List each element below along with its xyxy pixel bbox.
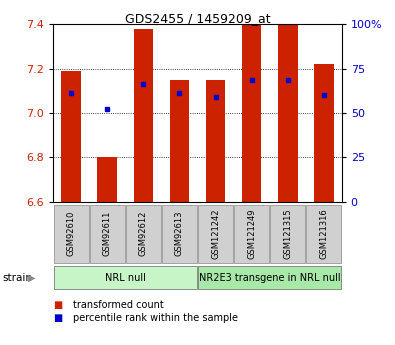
Bar (169, 80, 189, 202)
Bar (134, 29, 153, 202)
Bar (242, 24, 261, 202)
Bar (206, 80, 226, 202)
Text: percentile rank within the sample: percentile rank within the sample (73, 313, 238, 323)
Bar (62, 71, 81, 202)
Text: ▶: ▶ (28, 273, 36, 283)
Bar (198, 205, 233, 263)
Bar (53, 266, 198, 289)
Bar (126, 205, 161, 263)
Text: strain: strain (2, 273, 32, 283)
Bar (53, 205, 89, 263)
Text: NR2E3 transgene in NRL null: NR2E3 transgene in NRL null (199, 273, 340, 283)
Bar (234, 205, 269, 263)
Text: ■: ■ (53, 300, 62, 310)
Bar (162, 205, 198, 263)
Text: GSM121242: GSM121242 (211, 208, 220, 259)
Bar (98, 157, 117, 202)
Bar (90, 205, 125, 263)
Bar (278, 24, 297, 202)
Text: GSM121249: GSM121249 (247, 208, 256, 259)
Text: GSM92612: GSM92612 (139, 211, 148, 256)
Text: GSM92611: GSM92611 (103, 211, 112, 256)
Text: GSM121316: GSM121316 (319, 208, 328, 259)
Bar (198, 266, 342, 289)
Bar (314, 64, 333, 202)
Bar (270, 205, 305, 263)
Text: NRL null: NRL null (105, 273, 146, 283)
Text: GSM121315: GSM121315 (283, 208, 292, 259)
Text: GSM92613: GSM92613 (175, 211, 184, 256)
Text: GDS2455 / 1459209_at: GDS2455 / 1459209_at (125, 12, 270, 25)
Text: transformed count: transformed count (73, 300, 164, 310)
Bar (306, 205, 342, 263)
Text: GSM92610: GSM92610 (67, 211, 76, 256)
Text: ■: ■ (53, 313, 62, 323)
